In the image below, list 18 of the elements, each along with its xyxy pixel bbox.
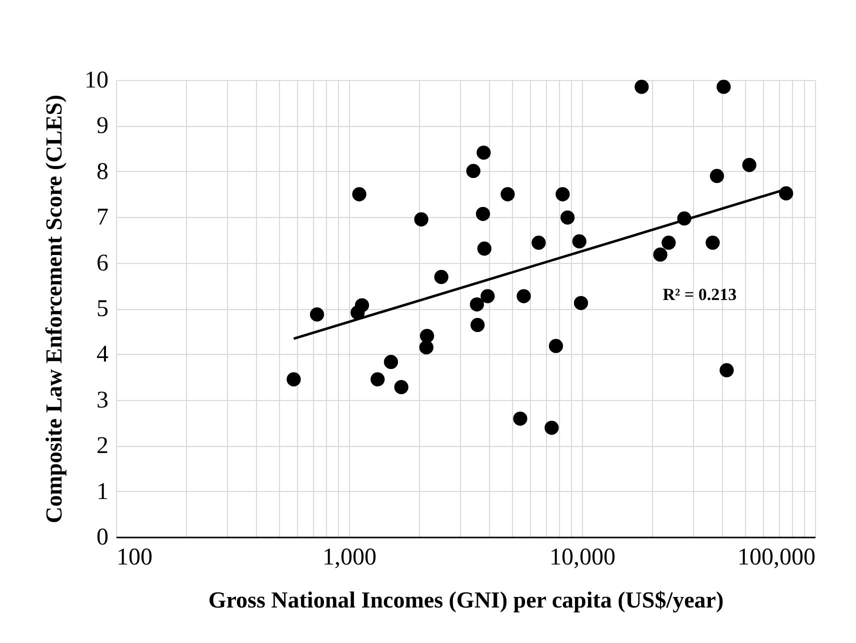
y-tick-label: 7 bbox=[96, 204, 108, 231]
y-tick-label: 4 bbox=[96, 342, 108, 368]
x-axis-title: Gross National Incomes (GNI) per capita (US$/year) bbox=[208, 588, 724, 612]
x-tick-label: 100,000 bbox=[738, 544, 816, 570]
x-tick-label: 10,000 bbox=[550, 544, 616, 570]
y-tick-label: 8 bbox=[96, 158, 108, 185]
x-tick-label: 100 bbox=[116, 544, 152, 570]
y-tick-label: 9 bbox=[96, 113, 108, 140]
x-tick-label: 1,000 bbox=[322, 544, 376, 570]
y-tick-label: 3 bbox=[96, 387, 108, 414]
y-tick-label: 2 bbox=[96, 433, 108, 460]
y-tick-label: 5 bbox=[96, 296, 108, 322]
y-tick-label: 10 bbox=[84, 68, 108, 94]
y-tick-label: 6 bbox=[96, 250, 108, 276]
y-tick-label: 1 bbox=[96, 478, 108, 505]
annotation: R² = 0.213 bbox=[662, 284, 737, 304]
y-axis-title: Composite Law Enforcement Score (CLES) bbox=[42, 94, 66, 524]
y-tick-label: 0 bbox=[96, 524, 108, 550]
